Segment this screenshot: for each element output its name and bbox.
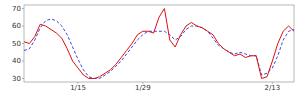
y-tick-label: 30 — [12, 75, 21, 83]
y-tick — [22, 8, 24, 9]
y-tick-label: 70 — [12, 5, 21, 13]
plot-area — [24, 9, 294, 79]
y-tick — [22, 78, 24, 79]
x-tick-label: 2/13 — [265, 84, 281, 92]
y-tick — [22, 26, 24, 27]
x-tick-label: 1/29 — [135, 84, 151, 92]
series-line — [24, 19, 294, 79]
series-line — [24, 9, 294, 79]
chart: 30 40 50 60 70 1/15 1/29 2/13 — [0, 0, 300, 96]
x-tick-label: 1/15 — [70, 84, 86, 92]
y-tick-label: 50 — [12, 40, 21, 48]
y-tick — [22, 61, 24, 62]
plot-frame — [24, 5, 294, 82]
y-tick-label: 60 — [12, 22, 21, 30]
y-tick — [22, 43, 24, 44]
y-tick-label: 40 — [12, 57, 21, 65]
